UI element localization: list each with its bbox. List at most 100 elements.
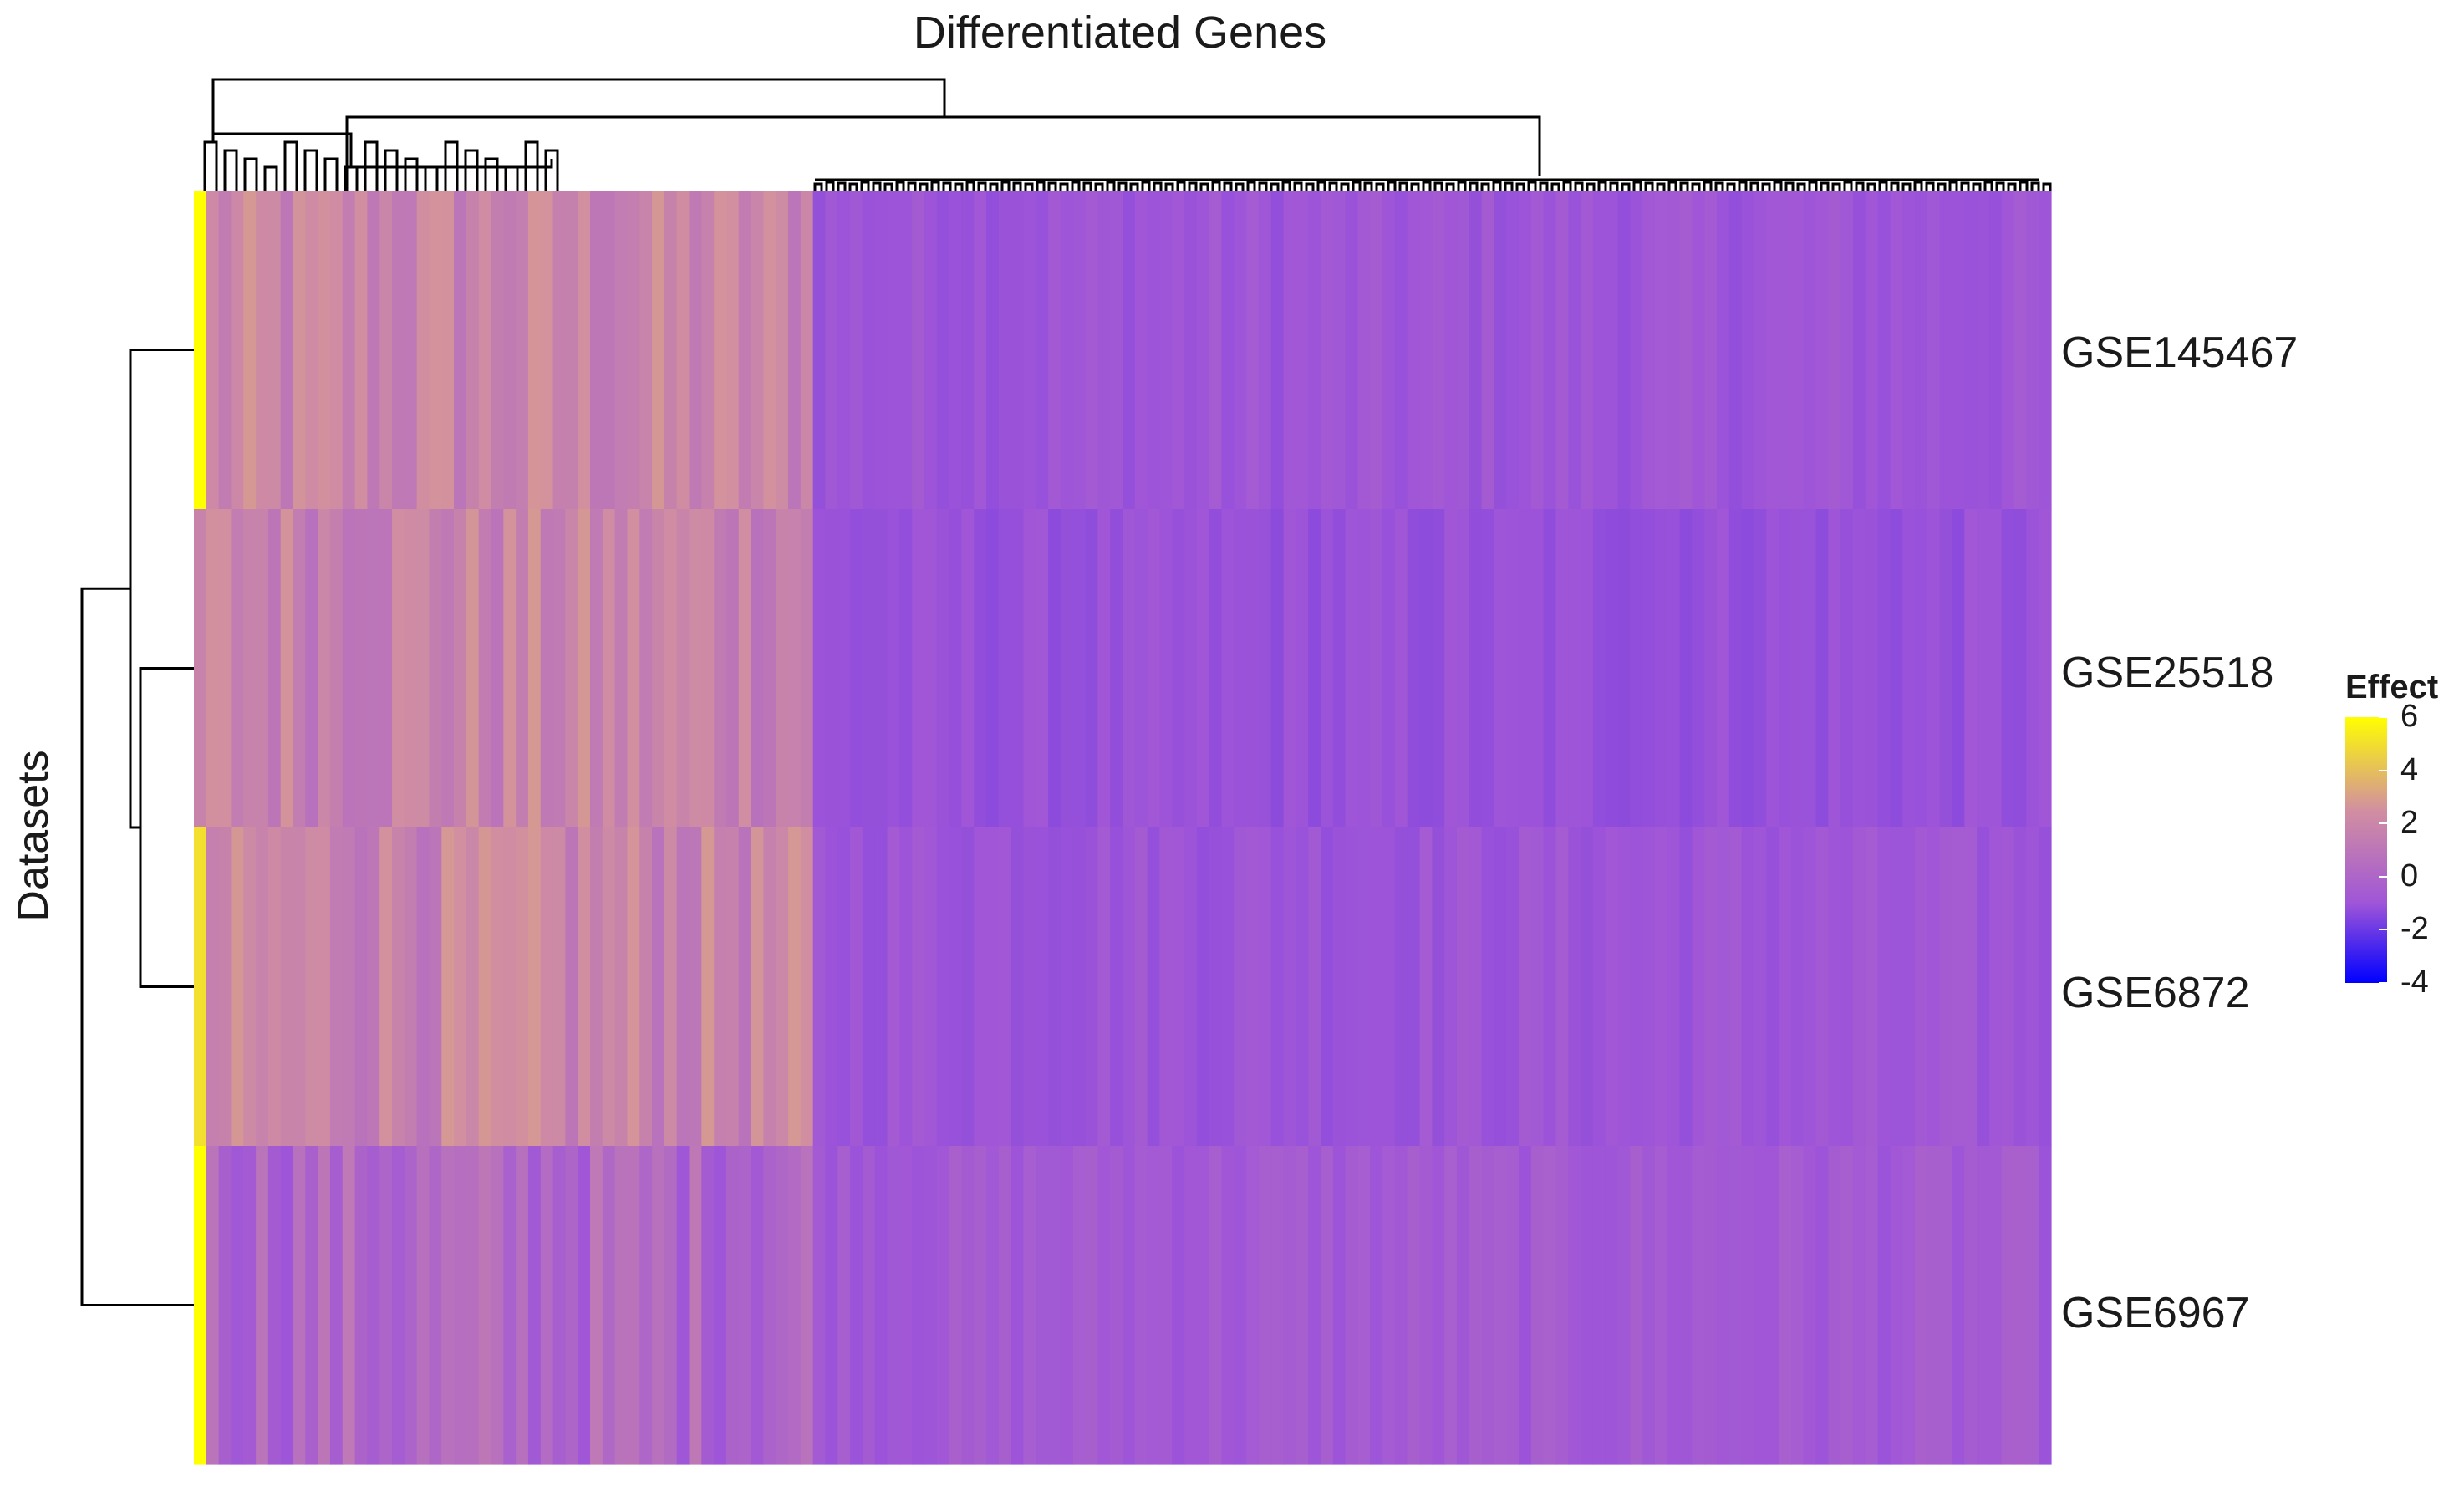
heatmap-cell <box>1308 1146 1321 1465</box>
heatmap-cell <box>1605 191 1619 510</box>
heatmap-cell <box>627 191 640 510</box>
heatmap-cell <box>912 509 925 828</box>
heatmap-cell <box>887 191 900 510</box>
heatmap-cell <box>1258 191 1272 510</box>
heatmap-cell <box>1840 509 1854 828</box>
heatmap-cell <box>243 1146 257 1465</box>
heatmap-cell <box>454 1146 467 1465</box>
heatmap-cell <box>1036 509 1049 828</box>
column-dendrogram-branch <box>1457 181 1467 191</box>
heatmap-cell <box>354 191 368 510</box>
heatmap-cell <box>552 191 566 510</box>
column-dendrogram-branch <box>1398 181 1408 191</box>
heatmap-cell <box>701 509 715 828</box>
heatmap-cell <box>491 191 504 510</box>
heatmap-cell <box>1964 827 1978 1147</box>
heatmap-cell <box>1283 191 1296 510</box>
heatmap-cell <box>1754 509 1767 828</box>
heatmap-cell <box>1048 191 1061 510</box>
heatmap-cell <box>800 509 814 828</box>
heatmap-cell <box>466 509 480 828</box>
column-dendrogram-branch <box>860 181 870 191</box>
heatmap-cell <box>1766 827 1779 1147</box>
heatmap-cell <box>1840 191 1854 510</box>
legend-tick-label: -4 <box>2400 965 2429 1000</box>
heatmap-cell <box>1519 191 1532 510</box>
heatmap-cell <box>1456 827 1470 1147</box>
heatmap-cell <box>998 1146 1012 1465</box>
heatmap-cell <box>1679 1146 1693 1465</box>
heatmap-cell <box>1617 827 1631 1147</box>
heatmap-cell <box>1977 1146 1990 1465</box>
heatmap-cell <box>256 509 269 828</box>
column-dendrogram-branch <box>883 182 893 191</box>
column-dendrogram-branch <box>1223 181 1233 191</box>
heatmap-cell <box>998 191 1012 510</box>
heatmap-cell <box>1407 509 1421 828</box>
heatmap-cell <box>1728 191 1743 510</box>
heatmap-cell <box>1815 509 1829 828</box>
heatmap-cell <box>231 827 244 1147</box>
heatmap-cell <box>1630 827 1643 1147</box>
heatmap-cell <box>614 191 629 510</box>
heatmap-cell <box>478 191 492 510</box>
heatmap-cell <box>1977 191 1990 510</box>
heatmap-cell <box>578 509 591 828</box>
column-dendrogram-branch <box>848 182 858 191</box>
heatmap-cell <box>837 509 851 828</box>
column-dendrogram-branch <box>1071 181 1081 191</box>
heatmap-cell <box>293 1146 306 1465</box>
column-dendrogram-branch <box>1831 182 1841 191</box>
heatmap-cell <box>1394 827 1408 1147</box>
heatmap-cell <box>1357 509 1371 828</box>
heatmap-cell <box>218 827 232 1147</box>
heatmap-cell <box>218 509 232 828</box>
column-dendrogram-branch <box>1878 181 1888 191</box>
legend-tick-mark <box>2379 875 2387 878</box>
heatmap-cell <box>1654 1146 1668 1465</box>
heatmap-cell <box>1196 191 1210 510</box>
heatmap-cell <box>1704 1146 1718 1465</box>
heatmap-cell <box>1754 827 1767 1147</box>
heatmap-cell <box>899 827 913 1147</box>
column-dendrogram-branch <box>1106 181 1116 191</box>
heatmap-cell <box>1097 827 1111 1147</box>
heatmap-cell <box>899 1146 913 1465</box>
heatmap-cell <box>318 827 331 1147</box>
heatmap-cell <box>1952 1146 1965 1465</box>
heatmap-cell <box>256 191 269 510</box>
heatmap-cell <box>206 827 220 1147</box>
column-dendrogram-branch <box>837 181 847 191</box>
heatmap-cell <box>1270 827 1285 1147</box>
heatmap-cell <box>1494 827 1507 1147</box>
column-dendrogram-branch <box>1176 181 1186 191</box>
heatmap-cell <box>1382 191 1396 510</box>
heatmap-cell <box>912 827 925 1147</box>
heatmap-cell <box>998 827 1012 1147</box>
heatmap-cell <box>1779 1146 1792 1465</box>
heatmap-cell <box>1630 1146 1643 1465</box>
heatmap-cell <box>974 827 987 1147</box>
column-dendrogram-branch <box>1796 182 1806 191</box>
heatmap-cell <box>540 827 554 1147</box>
column-dendrogram-branch <box>1492 181 1502 191</box>
heatmap-cell <box>2039 827 2052 1147</box>
heatmap-cell <box>2013 1146 2027 1465</box>
heatmap-cell <box>1196 509 1210 828</box>
heatmap-cell <box>329 509 344 828</box>
heatmap-cell <box>1790 509 1805 828</box>
heatmap-cell <box>701 827 715 1147</box>
heatmap-cell <box>1159 191 1173 510</box>
heatmap-cell <box>527 827 542 1147</box>
heatmap-cell <box>2026 509 2039 828</box>
heatmap-cell <box>379 827 393 1147</box>
heatmap-cell <box>1097 509 1111 828</box>
heatmap-cell <box>1852 191 1866 510</box>
heatmap-cell <box>379 509 393 828</box>
heatmap-cell <box>503 1146 517 1465</box>
heatmap-cell <box>527 191 542 510</box>
row-dendrogram-branch <box>80 587 194 1306</box>
heatmap-cell <box>1036 1146 1049 1465</box>
column-dendrogram-branch <box>919 182 929 191</box>
heatmap-cell <box>676 191 690 510</box>
